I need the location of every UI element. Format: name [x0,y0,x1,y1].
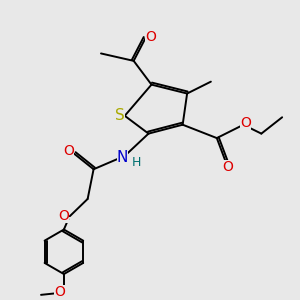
Text: O: O [145,29,156,44]
Text: O: O [222,160,232,174]
Text: O: O [63,144,74,158]
Text: S: S [116,108,125,123]
Text: O: O [241,116,251,130]
Text: O: O [58,208,69,223]
Text: H: H [131,156,141,169]
Text: N: N [117,150,128,165]
Text: O: O [54,285,65,299]
